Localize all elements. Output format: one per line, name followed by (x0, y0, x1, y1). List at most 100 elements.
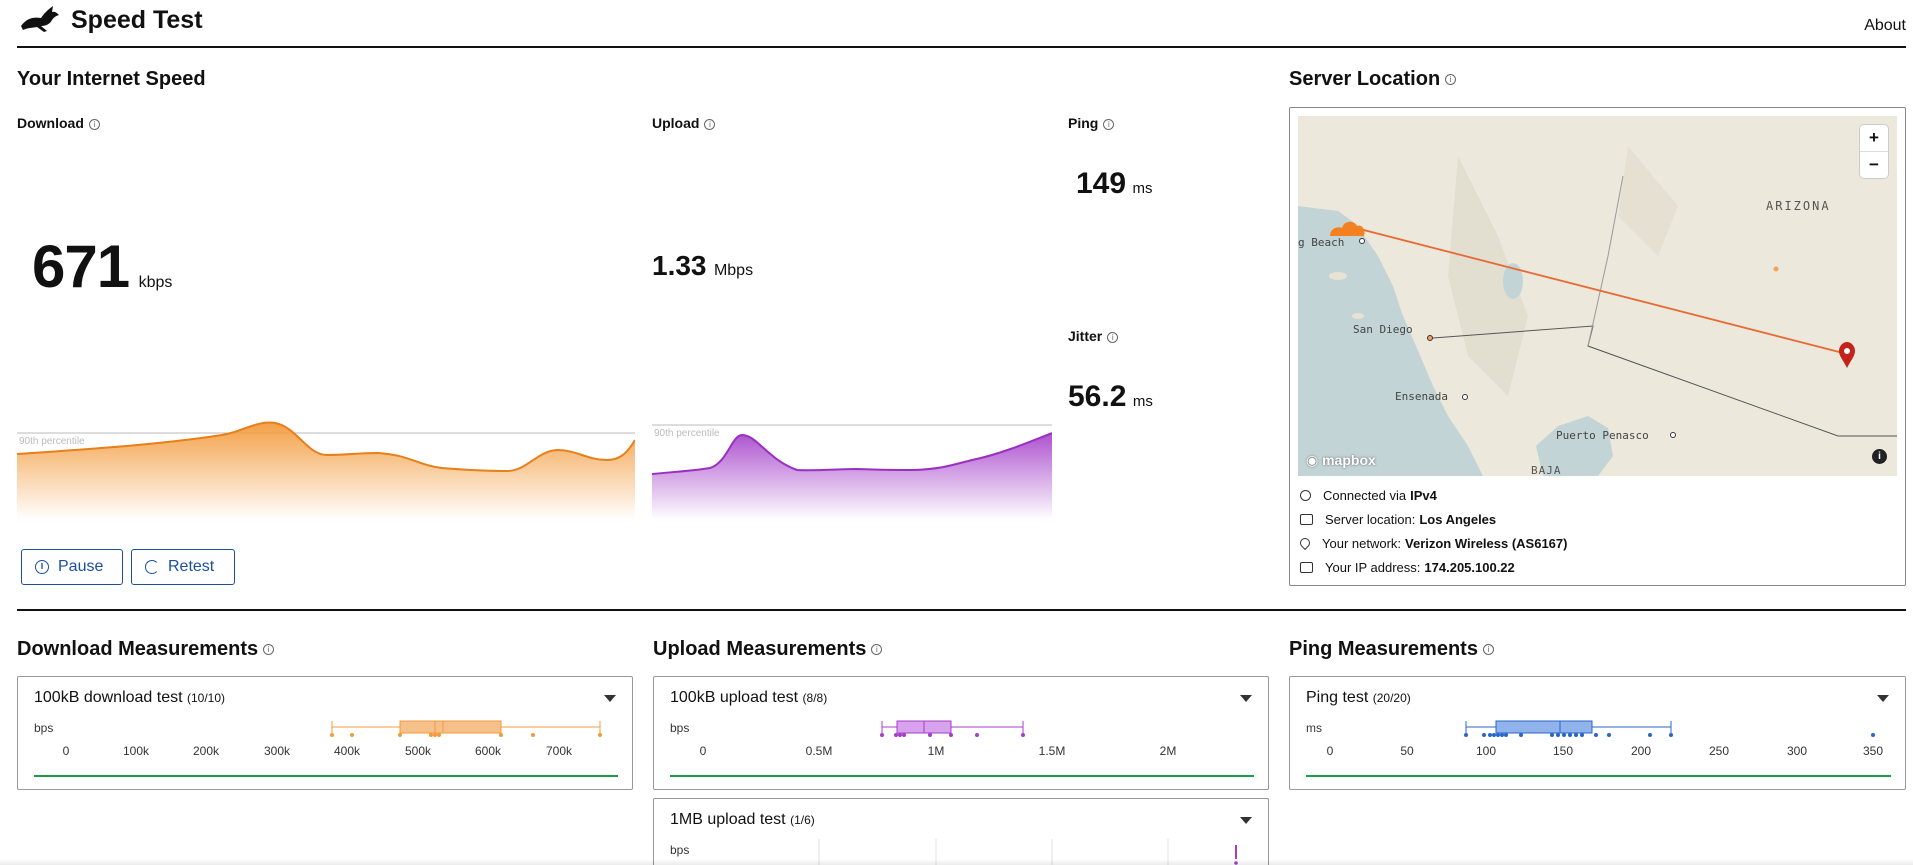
route-line (1347, 225, 1848, 355)
upload-1mb-test-card: 1MB upload test (1/6) bps (653, 798, 1269, 865)
chevron-down-icon[interactable] (1240, 695, 1252, 702)
download-sparkline: 90th percentile (17, 421, 635, 520)
upload-measurements-heading: Upload Measurements i (653, 638, 883, 661)
server-location-heading: Server Location i (1289, 68, 1457, 91)
map-label-arizona: ARIZONA (1766, 199, 1831, 213)
upload-measurements-title: Upload Measurements (653, 638, 867, 660)
info-icon[interactable]: i (1107, 331, 1119, 343)
city-dot (1427, 335, 1433, 341)
map-label-san-diego: San Diego (1353, 323, 1413, 336)
card-title: Ping test (20/20) (1306, 689, 1411, 707)
card-title: 1MB upload test (1/6) (670, 811, 815, 829)
ping-boxplot (1464, 720, 1875, 737)
terrain (1448, 156, 1528, 396)
section-divider (17, 609, 1906, 611)
connection-info: Connected via IPv4 Server location: Los … (1297, 483, 1567, 579)
chevron-down-icon[interactable] (604, 695, 616, 702)
gulf (1536, 416, 1613, 476)
mapbox-logo: ◉ mapbox (1306, 452, 1376, 468)
info-icon[interactable]: i (1482, 644, 1494, 656)
zoom-in-button[interactable]: + (1869, 128, 1879, 147)
upload-line (652, 432, 1052, 475)
card-title: 100kB upload test (8/8) (670, 689, 827, 707)
download-line (17, 421, 635, 473)
ip-row: Your IP address: 174.205.100.22 (1300, 555, 1567, 579)
info-icon[interactable]: i (1103, 118, 1115, 130)
ip-label: Your IP address: (1325, 559, 1421, 575)
download-label: Download i (17, 115, 100, 131)
card-title: 100kB download test (10/10) (34, 689, 225, 707)
jitter-value: 56.2 ms (1068, 380, 1153, 414)
server-location-title: Server Location (1289, 68, 1441, 90)
ping-unit: ms (1132, 180, 1153, 197)
percentile-label: 90th percentile (19, 436, 85, 447)
server-location-value: Los Angeles (1419, 511, 1497, 527)
retest-button[interactable]: Retest (131, 549, 235, 585)
chevron-down-icon[interactable] (1877, 695, 1889, 702)
info-icon[interactable]: i (704, 118, 716, 130)
card-name: 100kB download test (34, 689, 183, 706)
city-dot (1359, 238, 1365, 244)
download-test-card: 100kB download test (10/10) bps 0 100k 2… (17, 676, 633, 790)
axis-tick: 100k (122, 744, 150, 758)
city-dot (1670, 432, 1676, 438)
upload-sparkline: 90th percentile (652, 424, 1052, 520)
browser-icon (1300, 561, 1313, 573)
map[interactable]: g Beach San Diego Ensenada Puerto Penasc… (1298, 116, 1897, 476)
upload-unit: Mbps (713, 262, 754, 279)
axis-tick: 300k (263, 744, 291, 758)
axis-tick: 300 (1786, 744, 1808, 758)
map-label-ensenada: Ensenada (1395, 390, 1448, 403)
axis-tick: 700k (545, 744, 573, 758)
cloud-server-icon (1330, 221, 1365, 236)
card-count: (10/10) (187, 691, 226, 705)
chevron-down-icon[interactable] (1240, 817, 1252, 824)
city-dot (1462, 394, 1468, 400)
upload-label: Upload i (652, 115, 716, 131)
server-row: Server location: Los Angeles (1300, 507, 1567, 531)
server-icon (1300, 513, 1313, 525)
pin-center (1844, 348, 1850, 354)
map-info-button[interactable]: i (1872, 449, 1887, 464)
axis-tick: 250 (1708, 744, 1730, 758)
axis-tick: 0 (699, 744, 707, 758)
axis-tick: 1M (927, 744, 945, 758)
about-link[interactable]: About (1864, 17, 1906, 34)
upload-boxplot (880, 720, 1025, 737)
pause-button[interactable]: ‖ Pause (21, 549, 123, 585)
terrain (1618, 146, 1678, 256)
info-icon[interactable]: i (263, 644, 275, 656)
connected-value: IPv4 (1410, 487, 1437, 503)
retest-icon (145, 560, 159, 574)
header: Speed Test About (17, 0, 1906, 48)
info-icon[interactable]: i (871, 644, 883, 656)
jitter-label-text: Jitter (1068, 328, 1103, 344)
info-icon[interactable]: i (88, 118, 100, 130)
download-number: 671 (32, 233, 130, 300)
app-title: Speed Test (71, 6, 203, 34)
internet-speed-heading: Your Internet Speed (17, 68, 206, 90)
salton-sea (1503, 263, 1523, 299)
zoom-out-button[interactable]: − (1860, 151, 1888, 177)
info-icon[interactable]: i (1445, 74, 1457, 86)
download-unit: kbps (138, 274, 173, 291)
upload-test-card: 100kB upload test (8/8) bps 0 0.5M 1M 1.… (653, 676, 1269, 790)
upload-value: 1.33 Mbps (652, 250, 753, 282)
ip-value: 174.205.100.22 (1424, 559, 1515, 575)
ping-label-text: Ping (1068, 115, 1099, 131)
network-row: Your network: Verizon Wireless (AS6167) (1297, 531, 1567, 555)
server-location-panel: g Beach San Diego Ensenada Puerto Penasc… (1289, 107, 1906, 586)
download-area (17, 422, 635, 520)
axis-tick: 200k (192, 744, 220, 758)
upload-1mb-gridlines (818, 839, 1238, 865)
axis-tick: 600k (474, 744, 502, 758)
axis-tick: 50 (1400, 744, 1414, 758)
upload-number: 1.33 (652, 250, 707, 281)
card-count: (20/20) (1372, 691, 1411, 705)
upload-area (652, 433, 1052, 520)
ping-number: 149 (1076, 167, 1127, 200)
axis-tick: 2M (1159, 744, 1177, 758)
axis-tick: 150 (1552, 744, 1574, 758)
card-name: 1MB upload test (670, 811, 786, 828)
ping-value: 149 ms (1076, 167, 1153, 201)
